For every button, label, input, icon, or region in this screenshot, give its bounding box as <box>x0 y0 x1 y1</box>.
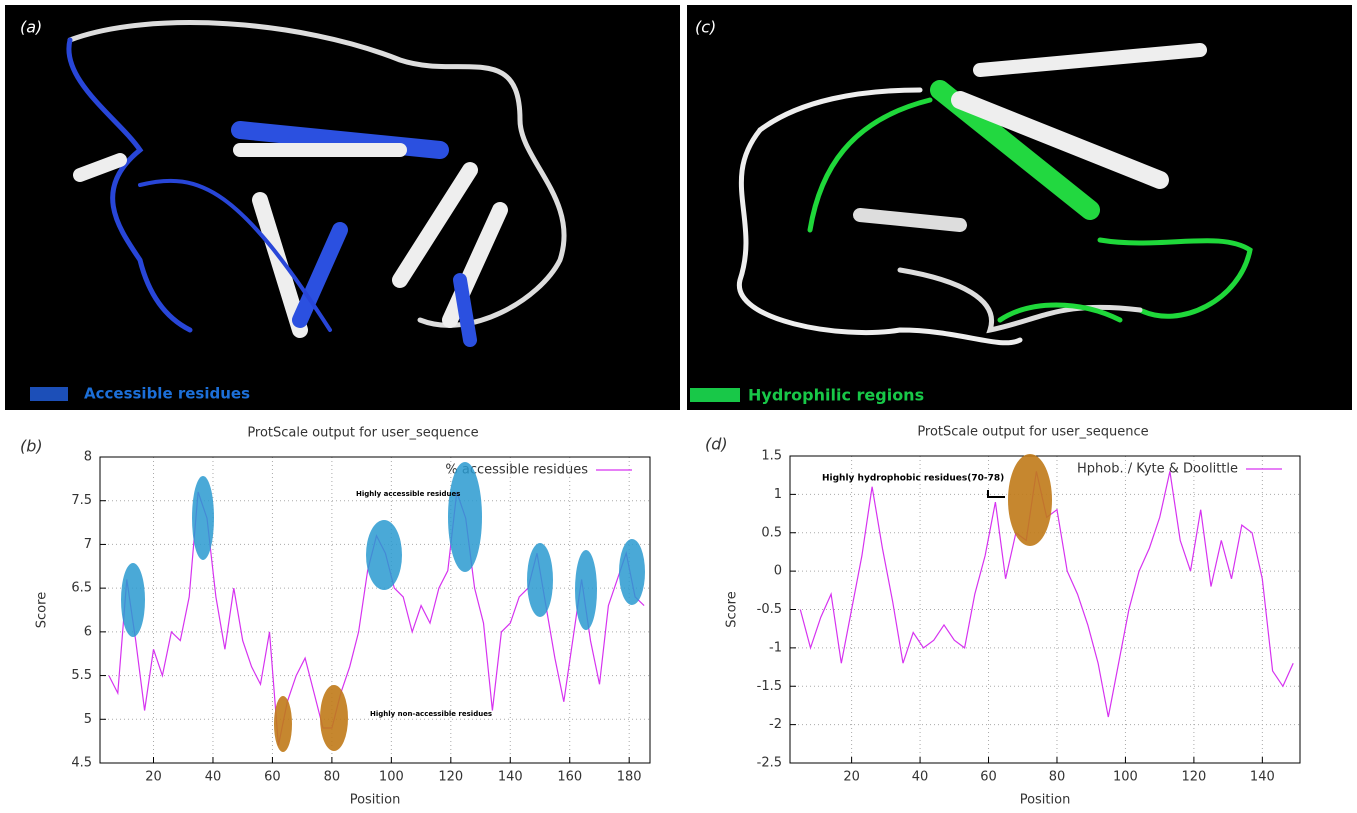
y-tick-label: 4.5 <box>71 756 92 771</box>
structure-image-a <box>5 5 680 410</box>
x-tick-label: 60 <box>264 770 281 785</box>
x-tick-label: 20 <box>843 770 860 785</box>
x-tick-label: 80 <box>324 770 341 785</box>
y-tick-label: 6.5 <box>71 581 92 596</box>
x-tick-label: 80 <box>1049 770 1066 785</box>
highlight-hydrophobic <box>1008 454 1052 546</box>
y-tick-label: -1 <box>769 640 782 655</box>
y-tick-label: 5 <box>84 712 92 727</box>
y-tick-label: -2 <box>769 717 782 732</box>
y-tick-label: 6 <box>84 624 92 639</box>
legend-swatch-c <box>690 388 740 402</box>
y-tick-label: 7.5 <box>71 493 92 508</box>
annotation: Highly accessible residues <box>356 490 460 498</box>
figure: Accessible residues (a) Hydrophilic regi… <box>0 0 1357 813</box>
x-tick-label: 60 <box>980 770 997 785</box>
y-tick-label: 1.5 <box>761 449 782 464</box>
x-tick-label: 140 <box>498 770 523 785</box>
x-tick-label: 100 <box>379 770 404 785</box>
y-tick-label: -1.5 <box>757 679 782 694</box>
legend-swatch-a <box>30 387 68 401</box>
chart-title: ProtScale output for user_sequence <box>247 426 478 441</box>
highlight-accessible <box>121 462 645 637</box>
x-tick-label: 160 <box>557 770 582 785</box>
x-tick-label: 100 <box>1113 770 1138 785</box>
x-tick-label: 20 <box>145 770 162 785</box>
legend-label-c: Hydrophilic regions <box>748 386 924 405</box>
x-tick-label: 120 <box>1181 770 1206 785</box>
x-tick-label: 40 <box>912 770 929 785</box>
y-axis-label: Score <box>725 591 740 627</box>
panel-label-b: (b) <box>20 437 43 456</box>
chart-title: ProtScale output for user_sequence <box>917 425 1148 440</box>
panel-label-a: (a) <box>20 18 42 37</box>
x-axis-label: Position <box>350 793 401 808</box>
legend-label-a: Accessible residues <box>84 385 250 403</box>
highlight-non-accessible <box>274 685 348 752</box>
y-tick-label: -0.5 <box>757 602 782 617</box>
y-tick-label: 1 <box>774 487 782 502</box>
annotation: Highly non-accessible residues <box>370 710 492 718</box>
annotation-bracket <box>988 490 1005 497</box>
y-tick-label: 0.5 <box>761 525 782 540</box>
y-tick-label: 0 <box>774 564 782 579</box>
y-tick-label: 7 <box>84 537 92 552</box>
x-tick-label: 140 <box>1250 770 1275 785</box>
panel-label-d: (d) <box>705 435 728 454</box>
panel-label-c: (c) <box>695 18 716 37</box>
y-tick-label: 8 <box>84 450 92 465</box>
x-tick-label: 120 <box>438 770 463 785</box>
y-tick-label: -2.5 <box>757 756 782 771</box>
x-tick-label: 40 <box>205 770 222 785</box>
y-axis-label: Score <box>35 592 50 628</box>
x-axis-label: Position <box>1020 793 1071 808</box>
x-tick-label: 180 <box>617 770 642 785</box>
annotation: Highly hydrophobic residues(70-78) <box>822 474 1004 484</box>
y-tick-label: 5.5 <box>71 668 92 683</box>
legend-label: Hphob. / Kyte & Doolittle <box>1077 462 1238 477</box>
